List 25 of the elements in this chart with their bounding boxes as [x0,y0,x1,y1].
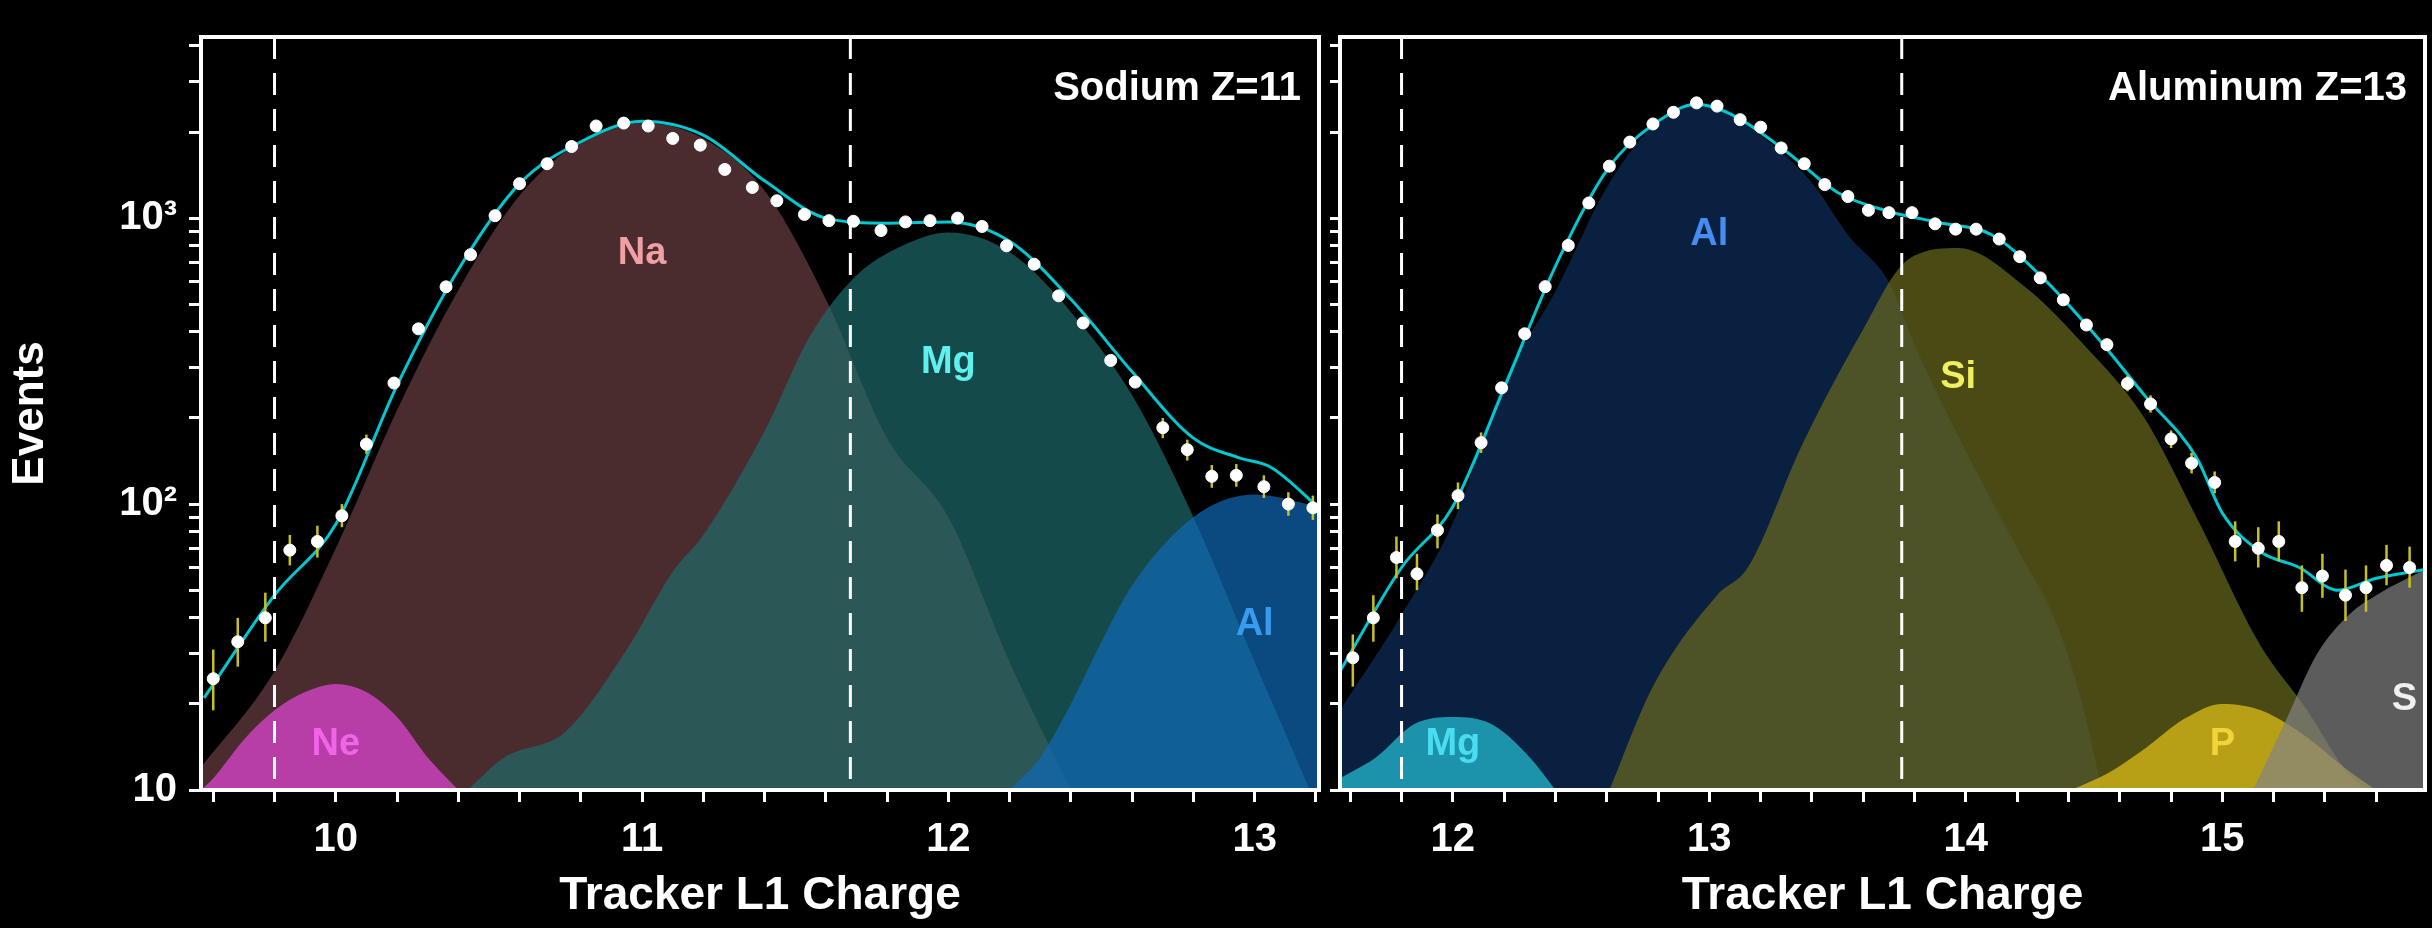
x-tick-label: 13 [1687,815,1732,860]
y-tick-label: 10² [119,479,177,524]
series-label: Ne [311,721,361,764]
series-label: Mg [1425,721,1481,764]
x-tick-label: 12 [926,815,971,860]
x-axis-title: Tracker L1 Charge [559,867,961,920]
annotation: Sodium Z=11 [1053,64,1301,109]
series-label: S [2391,676,2418,719]
series-label: Na [617,229,668,272]
x-tick-label: 13 [1232,815,1277,860]
x-tick-label: 12 [1430,815,1476,860]
series-label: Mg [920,339,976,382]
series-label: Al [1690,210,1729,253]
x-tick-label: 15 [2200,815,2245,860]
x-tick-label: 11 [620,815,664,860]
x-axis-title: Tracker L1 Charge [1681,867,2084,920]
series-label: Si [1940,354,1977,397]
series-label: Al [1235,600,1274,643]
y-axis-title: Events [2,341,52,486]
series-label: P [2209,721,2236,764]
y-tick-label: 10 [132,765,177,810]
annotation: Aluminum Z=13 [2108,64,2407,109]
y-tick-label: 10³ [119,193,177,238]
x-tick-label: 14 [1943,815,1989,860]
x-tick-label: 10 [313,815,359,860]
